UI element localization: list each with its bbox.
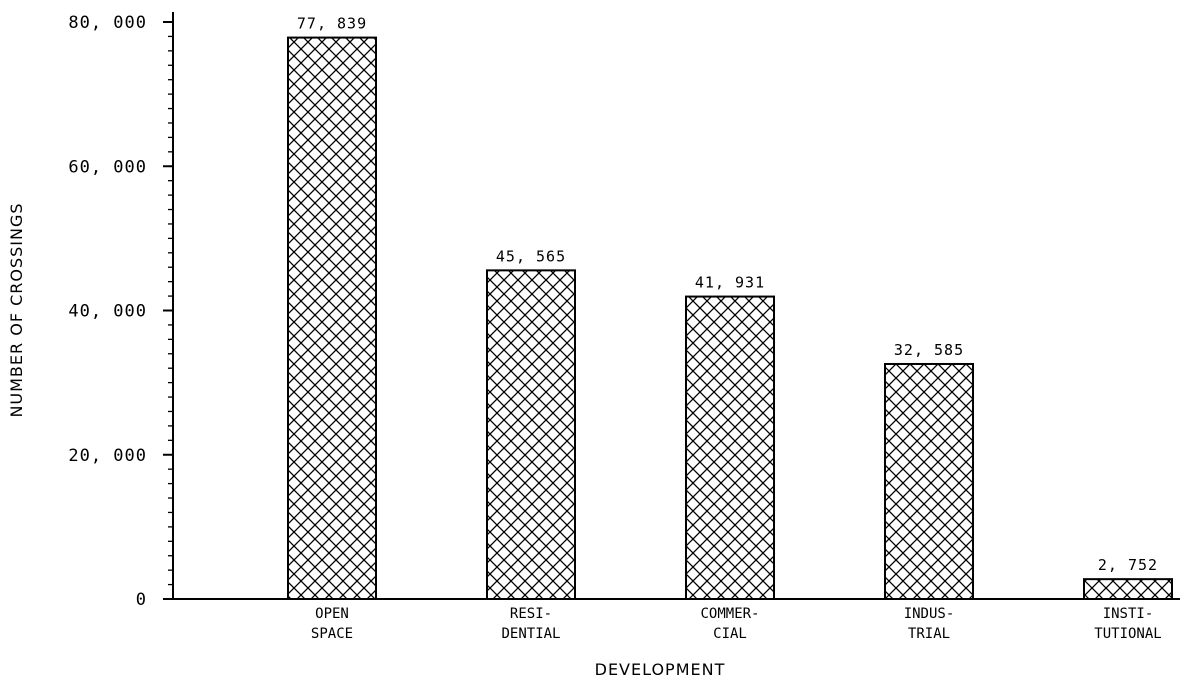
bar-value-label: 2, 752 [1098, 556, 1158, 574]
bar-value-label: 77, 839 [297, 15, 367, 33]
bar [685, 295, 775, 600]
x-axis-title: DEVELOPMENT [595, 660, 726, 679]
bar-value-label: 45, 565 [496, 247, 566, 265]
y-tick-label: 0 [136, 590, 147, 610]
y-tick-label: 80, 000 [68, 13, 147, 33]
y-axis-title: NUMBER OF CROSSINGS [7, 202, 26, 417]
x-tick-label: DENTIAL [501, 626, 560, 642]
y-axis: 0 20, 000 40, 000 60, 000 80, 000 [68, 12, 174, 610]
x-tick-label: RESI- [510, 606, 552, 622]
x-tick-label: INSTI- [1103, 606, 1154, 622]
bar [884, 362, 974, 600]
x-tick-label: OPEN [315, 606, 349, 622]
x-axis: OPEN SPACE RESI- DENTIAL COMMER- CIAL INDUS- TR… [173, 598, 1180, 642]
bar [1083, 578, 1173, 600]
x-tick-label: COMMER- [700, 606, 759, 622]
bar-value-label: 32, 585 [894, 341, 964, 359]
x-tick-label: TRIAL [908, 626, 950, 642]
y-tick-label: 60, 000 [68, 157, 147, 177]
bar-value-label: 41, 931 [695, 274, 765, 292]
bar [287, 36, 377, 600]
y-tick-label: 20, 000 [68, 446, 147, 466]
bars: 77, 839 45, 565 41, 931 32, 585 2, 752 [287, 15, 1173, 600]
x-tick-label: TUTIONAL [1094, 626, 1161, 642]
x-tick-label: SPACE [311, 626, 353, 642]
x-tick-label: CIAL [713, 626, 747, 642]
y-tick-label: 40, 000 [68, 302, 147, 322]
bar [486, 269, 576, 600]
x-tick-label: INDUS- [904, 606, 955, 622]
